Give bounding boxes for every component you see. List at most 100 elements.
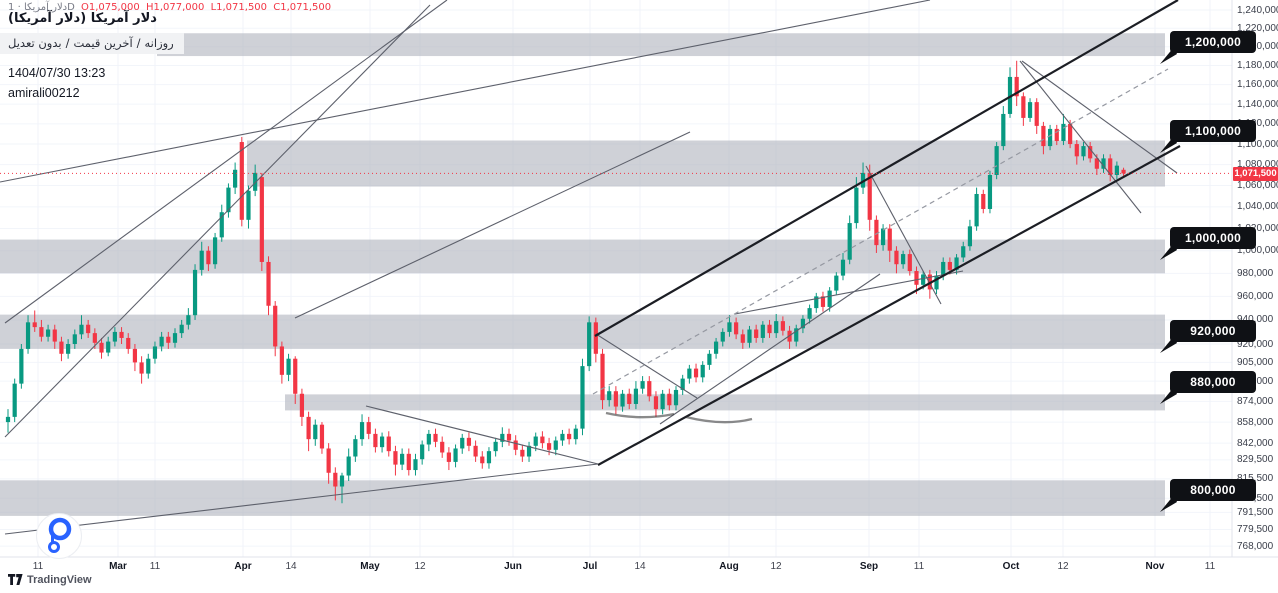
candle[interactable]	[506, 433, 512, 441]
candle[interactable]	[379, 436, 385, 448]
candle[interactable]	[580, 366, 585, 429]
zone-880000[interactable]	[285, 394, 1165, 411]
candle[interactable]	[974, 193, 979, 227]
candle[interactable]	[1034, 102, 1039, 126]
candle[interactable]	[319, 424, 325, 449]
candle[interactable]	[266, 261, 271, 306]
candle[interactable]	[413, 459, 418, 471]
candle[interactable]	[119, 331, 124, 338]
candle[interactable]	[480, 456, 485, 464]
candle[interactable]	[52, 329, 57, 342]
candle[interactable]	[754, 329, 759, 338]
candle[interactable]	[152, 346, 158, 359]
candle[interactable]	[45, 329, 51, 337]
chart-settings-summary[interactable]: روزانه/آخرین قیمت/بدون تعدیل	[0, 33, 184, 54]
candle[interactable]	[420, 444, 425, 460]
candle[interactable]	[500, 433, 505, 442]
candle[interactable]	[867, 172, 872, 220]
candle[interactable]	[713, 341, 719, 354]
candle[interactable]	[166, 336, 171, 343]
candle[interactable]	[740, 334, 745, 343]
candle[interactable]	[767, 324, 772, 334]
zone-1000000[interactable]	[0, 239, 1165, 274]
candle[interactable]	[226, 187, 231, 213]
candle[interactable]	[366, 422, 371, 434]
candle[interactable]	[440, 441, 445, 453]
candle[interactable]	[707, 353, 712, 365]
candle[interactable]	[700, 364, 705, 378]
candle[interactable]	[887, 228, 892, 251]
zone-800000[interactable]	[0, 480, 1165, 516]
candle[interactable]	[553, 440, 558, 450]
trend-line[interactable]	[294, 131, 691, 319]
candle[interactable]	[126, 337, 131, 349]
trend-line[interactable]	[4, 463, 599, 535]
candle[interactable]	[86, 324, 91, 334]
underline-annotation[interactable]	[605, 411, 675, 419]
candle[interactable]	[573, 428, 578, 440]
candle[interactable]	[1054, 128, 1059, 142]
candle[interactable]	[493, 441, 498, 452]
candle[interactable]	[567, 433, 572, 440]
candle[interactable]	[1081, 146, 1086, 157]
candle[interactable]	[299, 393, 305, 417]
chart-legend[interactable]: دلار آمریکا · 1D O1,075,000 H1,077,000 L…	[8, 2, 331, 13]
candle[interactable]	[620, 393, 625, 407]
candle[interactable]	[72, 334, 77, 345]
candle[interactable]	[727, 322, 732, 332]
candle[interactable]	[640, 381, 645, 389]
candle[interactable]	[1088, 146, 1093, 159]
candle[interactable]	[199, 250, 204, 270]
tradingview-attribution[interactable]: TradingView	[8, 574, 92, 586]
candle[interactable]	[373, 433, 378, 448]
candle[interactable]	[1068, 123, 1073, 145]
candle[interactable]	[192, 269, 198, 316]
candle[interactable]	[526, 445, 532, 457]
trend-line[interactable]	[595, 333, 698, 399]
candle[interactable]	[400, 453, 405, 465]
candle[interactable]	[1114, 165, 1119, 175]
candle[interactable]	[446, 452, 451, 462]
candle[interactable]	[339, 475, 345, 487]
candle[interactable]	[600, 353, 605, 401]
candle[interactable]	[172, 333, 178, 343]
candle[interactable]	[1001, 113, 1006, 147]
candle[interactable]	[1021, 96, 1026, 118]
candle[interactable]	[613, 391, 618, 407]
trend-line[interactable]	[1021, 60, 1178, 174]
candle[interactable]	[112, 331, 117, 342]
trend-line[interactable]	[865, 165, 942, 305]
candle[interactable]	[1027, 102, 1033, 118]
candle[interactable]	[79, 324, 84, 335]
candle[interactable]	[720, 331, 725, 342]
candle[interactable]	[313, 424, 318, 440]
candle[interactable]	[139, 362, 144, 374]
candle[interactable]	[486, 451, 492, 464]
candle[interactable]	[219, 212, 224, 238]
price-level-tag[interactable]: 1,100,000	[1170, 120, 1256, 142]
candle[interactable]	[907, 254, 912, 272]
candle[interactable]	[1094, 158, 1099, 169]
candle[interactable]	[106, 341, 111, 353]
underline-annotation[interactable]	[685, 415, 753, 424]
candle[interactable]	[146, 358, 151, 374]
candle[interactable]	[667, 393, 672, 406]
candle[interactable]	[840, 259, 846, 276]
candle[interactable]	[66, 344, 71, 354]
candle[interactable]	[39, 327, 44, 337]
candle[interactable]	[680, 378, 685, 390]
trend-line[interactable]	[597, 145, 1181, 466]
candle[interactable]	[934, 275, 939, 290]
candle[interactable]	[520, 449, 525, 457]
candle[interactable]	[673, 389, 679, 406]
candle[interactable]	[1041, 125, 1046, 147]
candle[interactable]	[179, 324, 184, 334]
candle[interactable]	[607, 391, 612, 401]
candle[interactable]	[212, 237, 218, 265]
candle[interactable]	[406, 453, 411, 471]
candle[interactable]	[132, 348, 138, 363]
candle[interactable]	[987, 174, 993, 209]
candle[interactable]	[19, 348, 24, 384]
candle[interactable]	[473, 445, 478, 457]
